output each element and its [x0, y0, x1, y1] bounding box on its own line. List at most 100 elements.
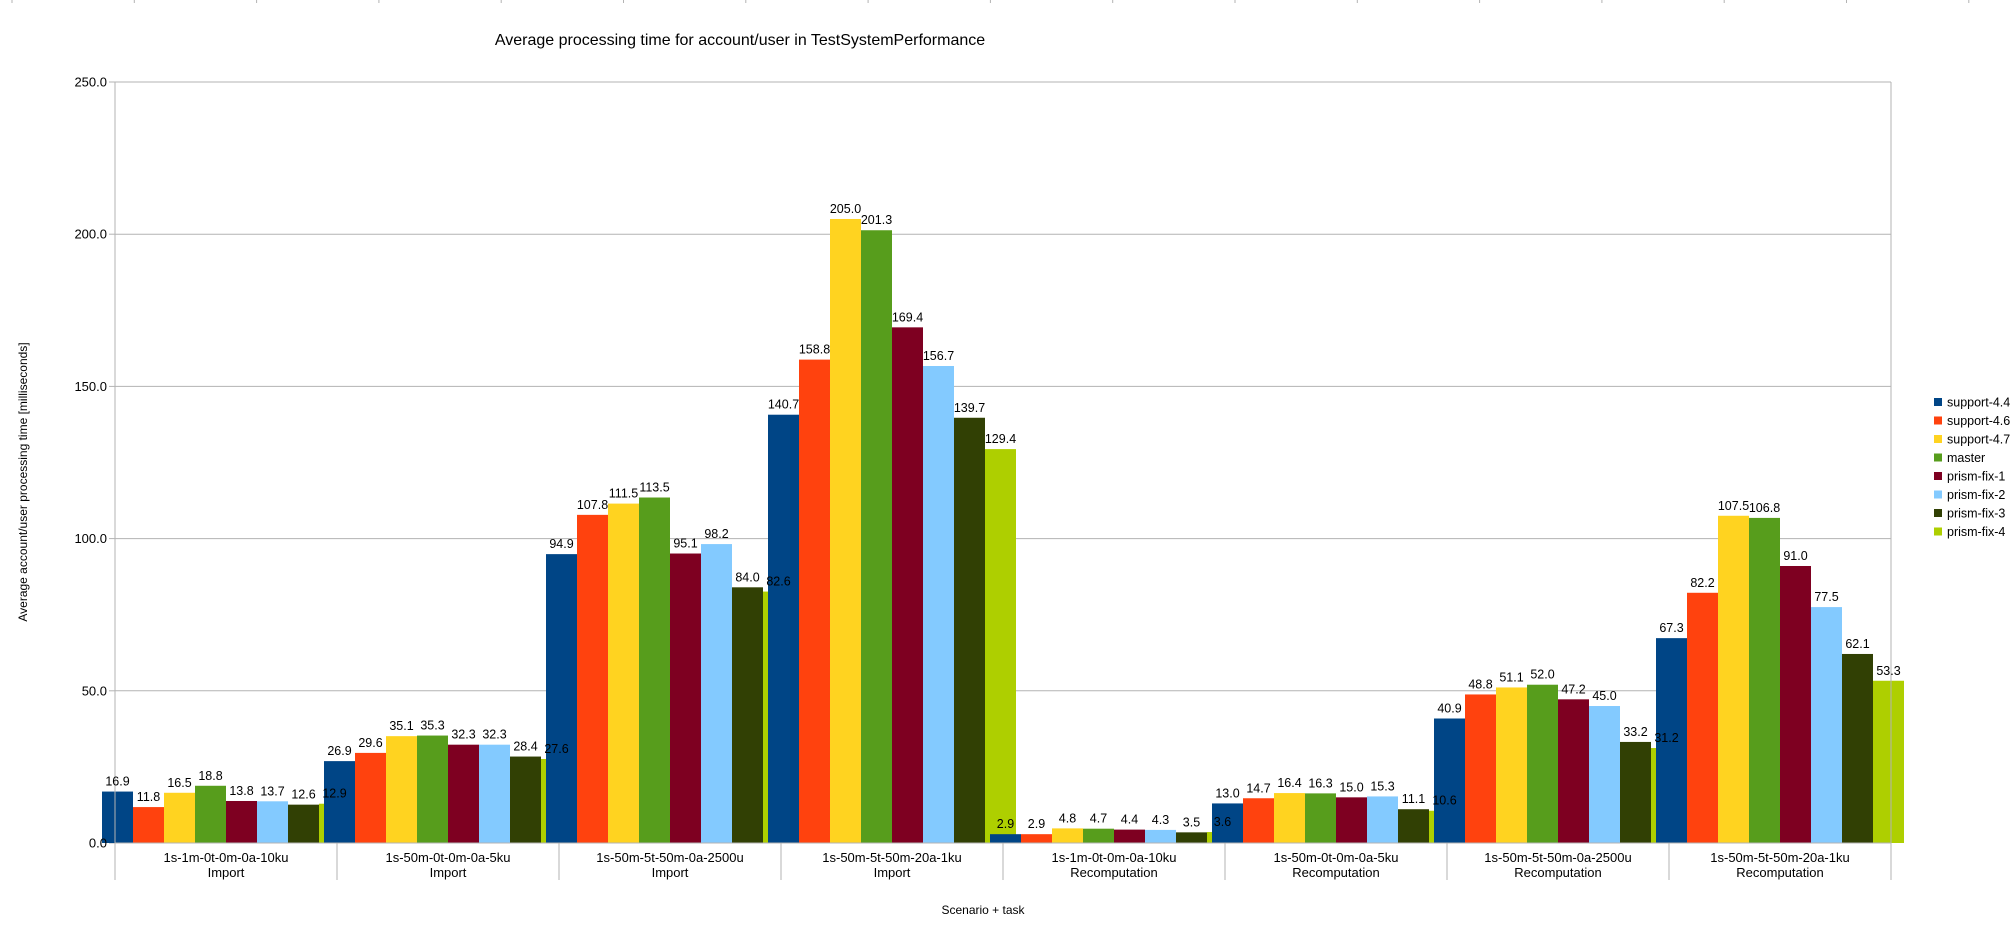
x-category-task-label: Recomputation — [1514, 865, 1601, 880]
y-tick-label: 200.0 — [74, 227, 107, 242]
data-label: 106.8 — [1749, 501, 1780, 515]
legend-swatch — [1934, 416, 1942, 425]
data-label: 169.4 — [892, 310, 923, 324]
data-label: 40.9 — [1437, 702, 1461, 716]
bar — [1842, 653, 1873, 843]
data-label: 95.1 — [673, 537, 697, 551]
data-label: 82.6 — [766, 575, 790, 589]
bar — [195, 785, 226, 843]
x-category-task-label: Import — [874, 865, 911, 880]
bar — [1021, 834, 1052, 843]
bar — [1114, 829, 1145, 843]
data-label: 32.3 — [482, 728, 506, 742]
data-label: 15.0 — [1339, 780, 1363, 794]
data-label: 13.7 — [260, 784, 284, 798]
bar — [639, 497, 670, 843]
bar — [732, 587, 763, 843]
axes — [114, 82, 1892, 880]
data-labels: 16.9 11.8 16.5 18.8 13.8 13.7 12.6 12.9 26.9 29.6… — [105, 202, 1900, 831]
data-label: 13.8 — [229, 784, 253, 798]
x-category-scenario-label: 1s-50m-0t-0m-0a-5ku — [386, 850, 511, 865]
x-category-scenario-label: 1s-50m-5t-50m-20a-1ku — [1710, 850, 1849, 865]
bar — [386, 736, 417, 843]
bar — [1527, 684, 1558, 843]
bars — [102, 218, 1904, 844]
y-tick-labels: 0.0 50.0 100.0 150.0 200.0 250.0 — [74, 75, 107, 851]
bar — [1052, 828, 1083, 843]
data-label: 205.0 — [830, 202, 861, 216]
data-label: 67.3 — [1659, 621, 1683, 635]
legend-label: prism-fix-3 — [1947, 507, 2005, 521]
bar — [1718, 515, 1749, 843]
data-label: 16.4 — [1277, 776, 1301, 790]
legend-swatch — [1934, 490, 1942, 499]
data-label: 91.0 — [1783, 549, 1807, 563]
x-category-task-label: Import — [430, 865, 467, 880]
x-category-task-label: Recomputation — [1070, 865, 1157, 880]
bar — [990, 834, 1021, 843]
bar — [164, 792, 195, 843]
bar — [1465, 694, 1496, 843]
bar — [1176, 832, 1207, 843]
bar — [510, 756, 541, 843]
legend-swatch — [1934, 509, 1942, 517]
data-label: 33.2 — [1623, 725, 1647, 739]
data-label: 140.7 — [768, 398, 799, 412]
legend-swatch — [1934, 435, 1942, 443]
x-category-scenario-label: 1s-50m-5t-50m-20a-1ku — [822, 850, 961, 865]
data-label: 4.4 — [1121, 813, 1138, 827]
legend-swatch — [1934, 453, 1942, 462]
data-label: 45.0 — [1592, 689, 1616, 703]
y-tick-label: 150.0 — [74, 379, 107, 394]
bar — [923, 366, 954, 843]
y-tick-label: 100.0 — [74, 531, 107, 546]
data-label: 47.2 — [1561, 682, 1585, 696]
data-label: 16.3 — [1308, 776, 1332, 790]
x-category-task-label: Import — [208, 865, 245, 880]
legend-label: prism-fix-2 — [1947, 488, 2005, 502]
bar — [1749, 517, 1780, 843]
data-label: 29.6 — [358, 736, 382, 750]
data-label: 107.8 — [577, 498, 608, 512]
bar — [226, 800, 257, 843]
bar — [768, 414, 799, 843]
x-category-task-label: Import — [652, 865, 689, 880]
bar — [1212, 803, 1243, 843]
data-label: 158.8 — [799, 343, 830, 357]
data-label: 32.3 — [451, 728, 475, 742]
legend-swatch — [1934, 472, 1942, 480]
chart-title: Average processing time for account/user… — [495, 32, 985, 49]
bar — [1496, 687, 1527, 843]
data-label: 3.6 — [1214, 815, 1231, 829]
data-label: 10.6 — [1432, 794, 1456, 808]
data-label: 2.9 — [1028, 817, 1045, 831]
data-label: 51.1 — [1499, 670, 1523, 684]
data-label: 3.5 — [1183, 815, 1200, 829]
bar — [1243, 798, 1274, 843]
data-label: 11.1 — [1402, 792, 1425, 806]
data-label: 111.5 — [609, 487, 638, 501]
bar — [288, 804, 319, 843]
bar — [1336, 797, 1367, 843]
bar — [1274, 793, 1305, 843]
x-category-scenario-label: 1s-50m-5t-50m-0a-2500u — [596, 850, 743, 865]
x-category-labels: 1s-1m-0t-0m-0a-10kuImport1s-50m-0t-0m-0a… — [164, 850, 1850, 880]
y-tick-label: 0.0 — [89, 836, 107, 851]
bar — [701, 544, 732, 843]
data-label: 4.8 — [1059, 811, 1076, 825]
bar — [1589, 706, 1620, 843]
y-axis-label: Average account/user processing time [mi… — [16, 342, 30, 621]
data-label: 12.9 — [322, 787, 346, 801]
bar — [1558, 699, 1589, 843]
bar — [577, 514, 608, 843]
bar — [608, 503, 639, 843]
y-tick-label: 50.0 — [82, 683, 107, 698]
bar — [830, 218, 861, 844]
data-label: 13.0 — [1215, 786, 1239, 800]
legend-label: support-4.4 — [1947, 396, 2010, 410]
data-label: 2.9 — [997, 817, 1014, 831]
bar — [1811, 607, 1842, 843]
legend-label: support-4.7 — [1947, 433, 2010, 447]
data-label: 35.1 — [389, 719, 413, 733]
data-label: 4.7 — [1090, 812, 1107, 826]
